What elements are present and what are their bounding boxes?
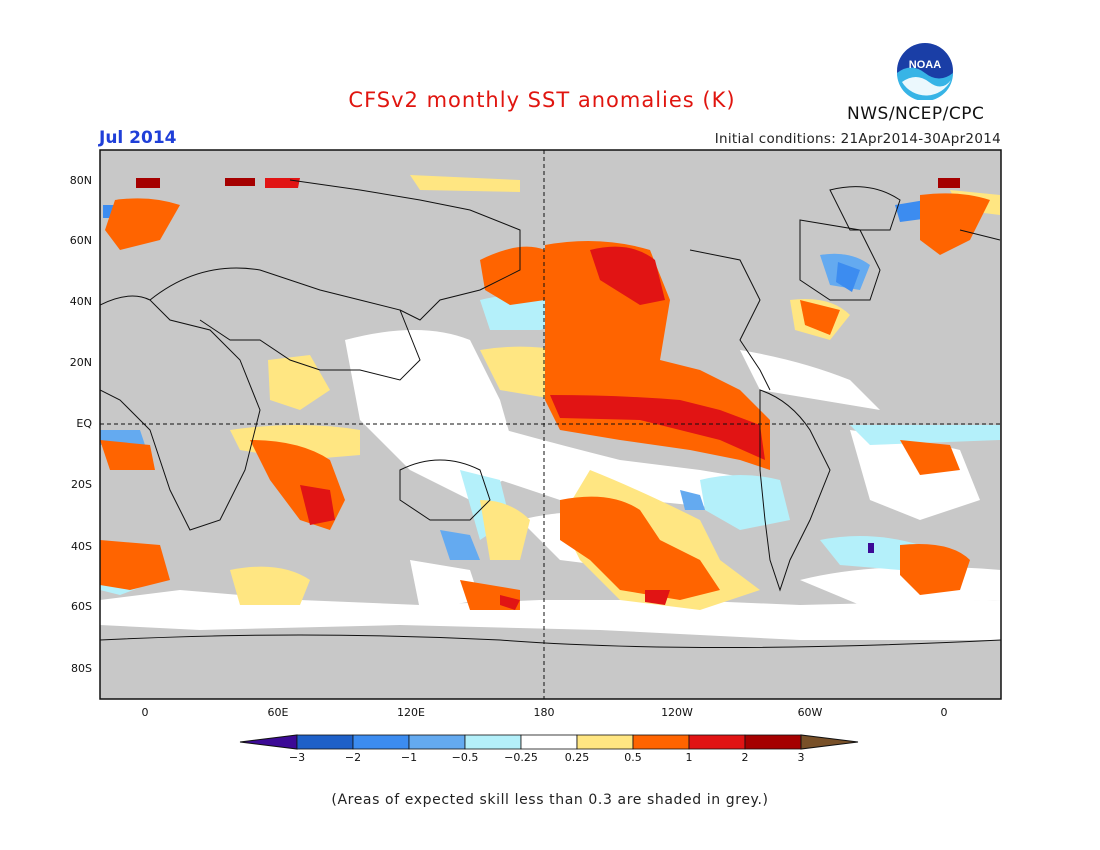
colorbar-tick-label: 2: [741, 751, 749, 764]
lat-tick-label: 60N: [69, 234, 92, 247]
skill-note: (Areas of expected skill less than 0.3 a…: [331, 792, 769, 808]
colorbar-tick-label: 0.25: [564, 751, 590, 764]
lon-tick-label: 60E: [267, 706, 289, 719]
lat-tick-label: EQ: [76, 417, 92, 430]
map-body: [100, 150, 1001, 699]
map-frame: [99, 149, 1002, 700]
agency-label: NWS/NCEP/CPC: [847, 104, 985, 124]
very-strong-positive-anomaly: [136, 178, 960, 188]
lon-tick-label: 180: [533, 706, 555, 719]
lat-tick-label: 40S: [71, 540, 92, 553]
lat-tick-label: 80N: [69, 174, 92, 187]
noaa-logo: NOAA: [897, 43, 953, 100]
colorbar-tick-label: −0.25: [504, 751, 538, 764]
lon-tick-label: 120W: [661, 706, 693, 719]
lat-tick-label: 80S: [71, 662, 92, 675]
colorbar-tick-label: 3: [797, 751, 805, 764]
colorbar-tick-label: −0.5: [451, 751, 479, 764]
forecast-month: Jul 2014: [99, 128, 177, 148]
colorbar-tick-label: 1: [685, 751, 693, 764]
colorbar-tick-label: −3: [288, 751, 306, 764]
lon-tick-label: 60W: [797, 706, 823, 719]
extreme-negative-spot: [868, 543, 874, 553]
lon-tick-label: 0: [940, 706, 948, 719]
colorbar-tick-label: 0.5: [624, 751, 642, 764]
colorbar-tick-label: −1: [400, 751, 418, 764]
lon-tick-label: 120E: [397, 706, 425, 719]
lat-tick-label: 20N: [69, 356, 92, 369]
colorbar-tick-label: −2: [344, 751, 362, 764]
lat-tick-label: 60S: [71, 600, 92, 613]
lat-tick-label: 40N: [69, 295, 92, 308]
lat-tick-label: 20S: [71, 478, 92, 491]
logo-text: NOAA: [909, 59, 941, 71]
chart-title: CFSv2 monthly SST anomalies (K): [348, 88, 736, 112]
neutral-anomaly-regions: [100, 330, 1001, 640]
initial-conditions: Initial conditions: 21Apr2014-30Apr2014: [714, 131, 1001, 147]
lon-tick-label: 0: [141, 706, 149, 719]
coastlines: [100, 179, 1001, 648]
